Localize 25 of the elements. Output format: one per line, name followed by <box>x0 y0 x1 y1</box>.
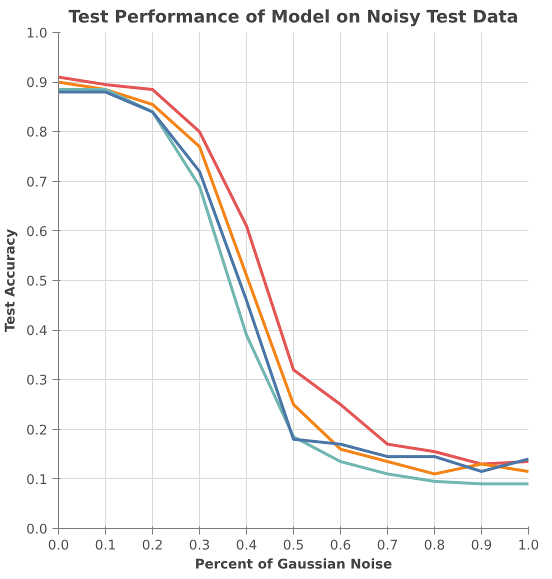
y-tick-label: 0.7 <box>26 175 48 190</box>
y-tick-label: 0.4 <box>26 324 48 340</box>
x-tick-label: 0.6 <box>330 538 352 554</box>
y-tick-label: 0.9 <box>26 76 48 92</box>
y-tick-label: 0.2 <box>26 423 48 438</box>
y-axis-title: Test Accuracy <box>3 228 18 332</box>
x-tick-label: 0.2 <box>142 538 164 554</box>
y-tick-label: 1.0 <box>26 26 48 42</box>
x-tick-label: 0.5 <box>282 538 304 554</box>
x-tick-label: 0.7 <box>376 538 398 554</box>
x-axis-title: Percent of Gaussian Noise <box>194 558 392 572</box>
y-tick-label: 0.6 <box>26 224 48 240</box>
y-tick-label: 0.3 <box>26 374 48 389</box>
y-tick-label: 0.1 <box>26 472 48 488</box>
x-tick-label: 0.8 <box>424 538 446 554</box>
y-tick-label: 0.5 <box>26 274 48 290</box>
chart-title: Test Performance of Model on Noisy Test Data <box>68 8 518 28</box>
y-tick-label: 0.0 <box>26 522 48 538</box>
x-tick-label: 0.9 <box>470 538 492 554</box>
x-tick-label: 0.3 <box>188 538 210 554</box>
y-tick-label: 0.8 <box>26 126 48 141</box>
x-tick-label: 1.0 <box>518 538 540 554</box>
x-tick-label: 0.4 <box>236 538 258 554</box>
x-tick-label: 0.1 <box>94 538 116 554</box>
x-tick-label: 0.0 <box>48 538 70 554</box>
